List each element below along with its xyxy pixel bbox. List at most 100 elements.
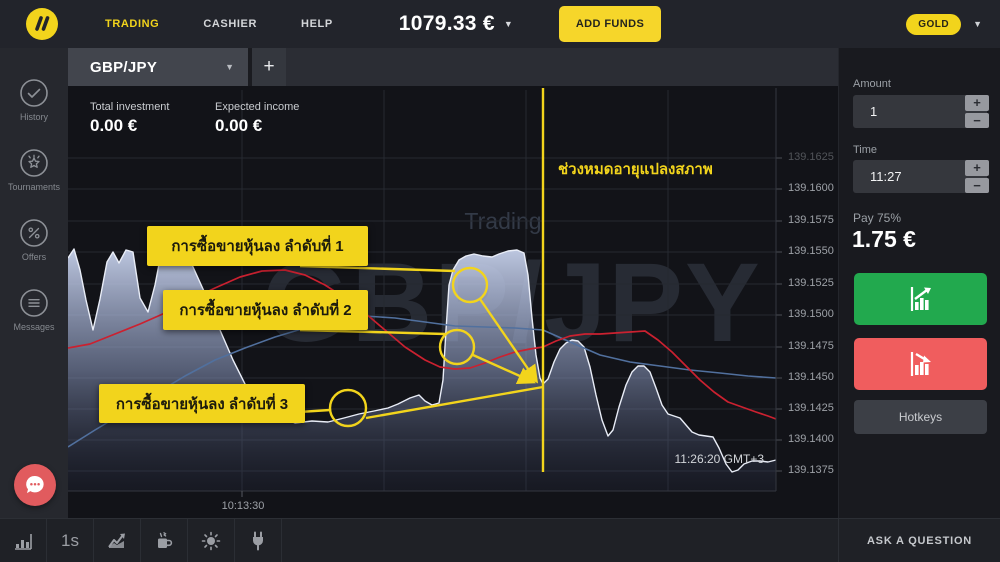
trade-panel: Amount 1 + − Time 11:27 + − Pay 75% 1.75… — [838, 48, 1000, 518]
sidebar-item-label: Tournaments — [7, 182, 61, 192]
asset-pair-label: GBP/JPY — [90, 58, 158, 76]
support-chat-button[interactable] — [14, 464, 56, 506]
chart-column: GBP/JPY ▼ + GBP/JPY Tra — [68, 48, 838, 518]
entry-marker-1 — [451, 266, 489, 304]
chart-area[interactable]: GBP/JPY Trading — [68, 86, 838, 518]
fast-ma-line — [68, 269, 777, 420]
current-time-label: 11:26:20 GMT+3 — [674, 452, 765, 466]
time-stepper: + − — [965, 160, 989, 193]
account-chevron-down-icon[interactable]: ▼ — [973, 19, 982, 29]
call-up-button[interactable] — [854, 273, 987, 325]
price-label: 139.1400 — [788, 433, 834, 445]
price-label: 139.1525 — [788, 277, 834, 289]
sidebar-item-label: Offers — [21, 252, 47, 262]
expected-income-value: 0.00 € — [215, 116, 263, 135]
price-label: 139.1425 — [788, 402, 834, 414]
time-label: Time — [853, 144, 878, 156]
trade-annotation-box-2: การซื้อขายหุ้นลง ลำดับที่ 2 — [163, 290, 368, 330]
left-sidebar: History Tournaments Offers Me — [0, 48, 68, 518]
theme-button[interactable] — [188, 519, 235, 562]
trade-annotation-box-3: การซื้อขายหุ้นลง ลำดับที่ 3 — [99, 384, 305, 423]
indicators-button[interactable] — [94, 519, 141, 562]
amount-value: 1 — [870, 104, 878, 119]
sidebar-item-label: Messages — [13, 322, 55, 332]
chat-bubble-icon — [26, 475, 44, 494]
promo-button[interactable] — [141, 519, 188, 562]
expiry-annotation-label: ช่วงหมดอายุแปลงสภาพ — [558, 161, 713, 178]
sidebar-item-messages[interactable]: Messages — [0, 288, 68, 332]
expected-income-block: Expected income 0.00 € — [215, 101, 299, 136]
price-axis[interactable]: 139.1625 139.1600 139.1575 139.1550 139.1525… — [782, 86, 838, 518]
balance-value: 1079.33 € — [398, 12, 495, 35]
arrow-to-expiry-2 — [472, 353, 536, 385]
hotkeys-button[interactable]: Hotkeys — [854, 400, 987, 434]
payout-value: 1.75 € — [852, 226, 916, 252]
sidebar-item-offers[interactable]: Offers — [0, 218, 68, 262]
sidebar-item-tournaments[interactable]: Tournaments — [0, 148, 68, 192]
main-nav: TRADING CASHIER HELP — [83, 8, 355, 40]
price-label: 139.1375 — [788, 464, 834, 476]
total-investment-value: 0.00 € — [90, 116, 138, 135]
time-value: 11:27 — [870, 169, 902, 184]
payout-percent-label: Pay 75% — [853, 211, 902, 225]
trend-up-icon — [910, 287, 931, 311]
widgets-button[interactable] — [235, 519, 282, 562]
total-investment-label: Total investment — [90, 101, 170, 113]
amount-field[interactable]: 1 + − — [853, 95, 989, 128]
top-bar: TRADING CASHIER HELP 1079.33 € ▼ ADD FUN… — [0, 0, 1000, 48]
amount-decrease-button[interactable]: − — [965, 112, 989, 128]
trend-down-icon — [910, 352, 931, 376]
mug-icon — [158, 532, 173, 548]
chart-type-button[interactable] — [0, 519, 47, 562]
price-label: 139.1550 — [788, 245, 834, 257]
add-asset-tab-button[interactable]: + — [252, 48, 286, 86]
put-down-button[interactable] — [854, 338, 987, 390]
add-funds-button[interactable]: ADD FUNDS — [558, 6, 662, 42]
brand-logo-icon[interactable] — [25, 7, 59, 41]
expected-income-label: Expected income — [215, 101, 300, 113]
time-axis-label: 10:13:30 — [221, 500, 265, 512]
nav-help[interactable]: HELP — [301, 18, 333, 30]
line-to-expiry-3 — [365, 385, 544, 420]
chevron-down-icon[interactable]: ▼ — [225, 62, 234, 72]
balance-dropdown[interactable]: 1079.33 € ▼ — [399, 12, 513, 36]
entry-marker-2 — [438, 328, 476, 366]
sun-icon — [201, 531, 221, 551]
time-decrease-button[interactable]: − — [965, 177, 989, 193]
trade-annotation-box-1: การซื้อขายหุ้นลง ลำดับที่ 1 — [147, 226, 368, 266]
time-field[interactable]: 11:27 + − — [853, 160, 989, 193]
price-label: 139.1600 — [788, 182, 834, 194]
time-increase-button[interactable]: + — [965, 160, 989, 176]
line-chart-icon — [108, 533, 125, 548]
amount-label: Amount — [853, 78, 891, 90]
price-label: 139.1475 — [788, 340, 834, 352]
nav-cashier[interactable]: CASHIER — [203, 18, 258, 30]
price-label: 139.1625 — [788, 151, 834, 163]
plug-icon — [253, 531, 263, 551]
ask-question-label: ASK A QUESTION — [866, 534, 973, 547]
ask-question-button[interactable]: ASK A QUESTION — [838, 519, 1000, 562]
timeframe-value: 1s — [61, 531, 79, 550]
total-investment-block: Total investment 0.00 € — [90, 101, 169, 136]
price-label: 139.1500 — [788, 308, 834, 320]
offers-percent-icon — [20, 219, 48, 247]
asset-tab-gbpjpy[interactable]: GBP/JPY ▼ — [68, 48, 248, 86]
sidebar-item-history[interactable]: History — [0, 78, 68, 122]
asset-tab-bar: GBP/JPY ▼ + — [68, 48, 838, 86]
amount-increase-button[interactable]: + — [965, 95, 989, 111]
messages-lines-icon — [20, 289, 48, 317]
arrow-to-expiry-1 — [479, 298, 539, 384]
account-tier-badge[interactable]: GOLD — [906, 13, 962, 35]
timeframe-button[interactable]: 1s — [47, 519, 94, 562]
sidebar-item-label: History — [19, 112, 48, 122]
slow-ma-line — [68, 315, 777, 448]
bottom-toolbar: 1s — [0, 518, 1000, 562]
history-check-icon — [20, 79, 48, 107]
amount-stepper: + − — [965, 95, 989, 128]
price-area-series — [68, 249, 776, 491]
nav-trading[interactable]: TRADING — [105, 18, 160, 30]
price-label: 139.1575 — [788, 214, 834, 226]
tournaments-star-icon — [20, 149, 48, 177]
price-label: 139.1450 — [788, 371, 834, 383]
